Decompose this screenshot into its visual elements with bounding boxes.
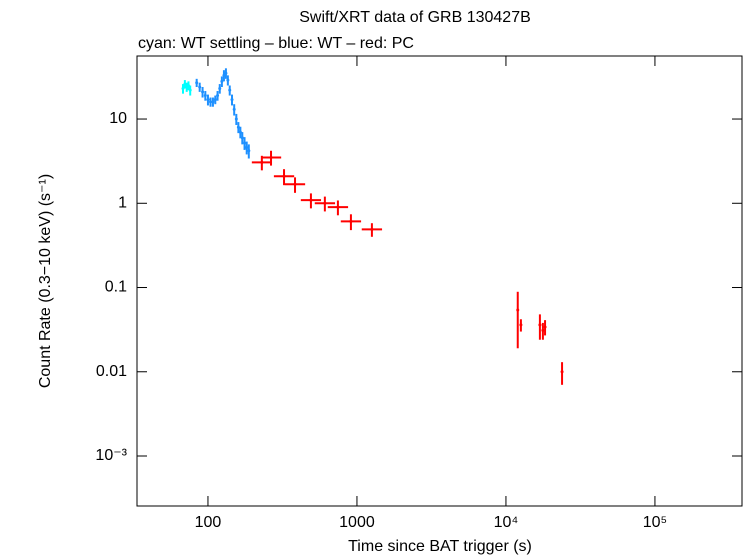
data-point	[560, 370, 564, 374]
data-point	[230, 98, 234, 102]
chart-subtitle: cyan: WT settling – blue: WT – red: PC	[138, 35, 414, 52]
data-point	[309, 198, 313, 202]
data-point	[216, 94, 220, 98]
data-point	[208, 100, 212, 104]
chart-title: Swift/XRT data of GRB 130427B	[299, 9, 531, 26]
data-point	[543, 325, 547, 329]
data-point	[243, 141, 247, 145]
data-point	[293, 182, 297, 186]
y-tick-label: 10	[109, 110, 127, 127]
data-point	[236, 125, 240, 129]
data-point	[222, 73, 226, 77]
data-point	[195, 81, 199, 85]
data-point	[323, 201, 327, 205]
data-point	[188, 88, 192, 92]
y-axis-label: Count Rate (0.3−10 keV) (s⁻¹)	[37, 174, 54, 388]
plot-frame	[136, 55, 743, 507]
data-point	[206, 98, 210, 102]
data-point	[181, 87, 185, 91]
x-tick-label: 10⁵	[643, 514, 667, 531]
data-point	[220, 79, 224, 83]
y-tick-label: 0.1	[105, 279, 127, 296]
data-point	[370, 227, 374, 231]
data-point	[226, 78, 230, 82]
y-tick-label: 1	[118, 194, 127, 211]
x-tick-label: 100	[195, 514, 222, 531]
data-point	[269, 155, 273, 159]
data-point	[538, 323, 542, 327]
data-point	[245, 145, 249, 149]
data-point	[232, 107, 236, 111]
data-point	[516, 308, 520, 312]
y-tick-label: 0.01	[96, 363, 127, 380]
x-tick-label: 10⁴	[494, 514, 519, 531]
x-tick-label: 1000	[339, 514, 375, 531]
data-point	[203, 94, 207, 98]
data-point	[211, 100, 215, 104]
y-tick-label: 10⁻³	[95, 447, 127, 464]
data-point	[218, 87, 222, 91]
data-point	[183, 82, 187, 86]
data-point	[238, 130, 242, 134]
data-point	[224, 71, 228, 75]
data-point	[198, 85, 202, 89]
data-point	[260, 160, 264, 164]
data-point	[240, 136, 244, 140]
data-point	[541, 328, 545, 332]
data-point	[213, 98, 217, 102]
data-point	[201, 90, 205, 94]
data-point	[519, 323, 523, 327]
data-point	[282, 174, 286, 178]
data-point	[234, 117, 238, 121]
data-point	[336, 205, 340, 209]
x-axis-label: Time since BAT trigger (s)	[348, 538, 532, 555]
data-point	[228, 88, 232, 92]
data-point	[349, 219, 353, 223]
data-point	[247, 149, 251, 153]
